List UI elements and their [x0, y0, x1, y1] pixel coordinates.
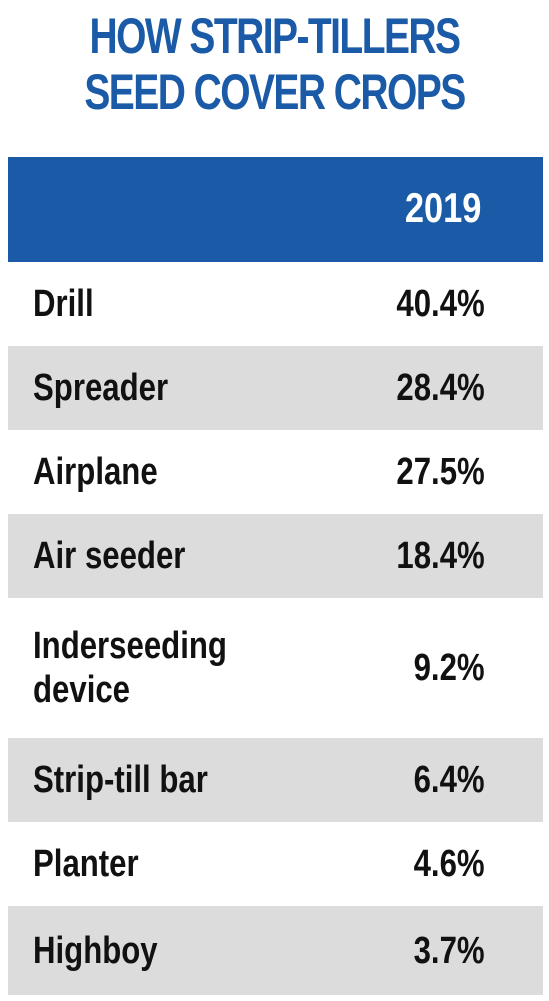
- row-label-line: Highboy: [33, 930, 158, 972]
- row-value: 6.4%: [413, 759, 485, 801]
- row-label: Planter: [33, 842, 139, 886]
- chart-title-line-2: SEED COVER CROPS: [84, 64, 466, 120]
- row-label: Highboy: [33, 929, 158, 973]
- row-label-line: Airplane: [33, 451, 158, 493]
- row-value: 18.4%: [396, 535, 485, 577]
- row-label: Spreader: [33, 366, 168, 410]
- row-label: Airplane: [33, 450, 158, 494]
- row-label: Strip-till bar: [33, 758, 208, 802]
- row-label-line: Air seeder: [33, 535, 186, 577]
- table-row: Drill 40.4%: [8, 262, 543, 346]
- table-row: Strip-till bar 6.4%: [8, 738, 543, 822]
- table-row: Planter 4.6%: [8, 822, 543, 906]
- row-label-line: device: [33, 669, 131, 711]
- data-table: 2019 Drill 40.4% Spreader 28.4% Airplane 27.5…: [8, 157, 543, 995]
- table-row: Air seeder 18.4%: [8, 514, 543, 598]
- table-row: Spreader 28.4%: [8, 346, 543, 430]
- chart-title-line-1: HOW STRIP-TILLERS: [89, 8, 462, 64]
- row-value: 27.5%: [396, 451, 485, 493]
- table-header-row: 2019: [8, 157, 543, 262]
- table-row: Inderseeding device 9.2%: [8, 598, 543, 738]
- row-value: 3.7%: [413, 930, 485, 972]
- chart-title: HOW STRIP-TILLERS SEED COVER CROPS: [60, 8, 488, 120]
- row-label-line: Strip-till bar: [33, 759, 208, 801]
- row-value: 28.4%: [396, 367, 485, 409]
- table-row: Highboy 3.7%: [8, 906, 543, 995]
- row-label: Air seeder: [33, 534, 185, 578]
- row-label-line: Planter: [33, 843, 139, 885]
- row-value: 4.6%: [413, 843, 485, 885]
- row-label-line: Spreader: [33, 367, 169, 409]
- row-label-line: Drill: [33, 283, 94, 325]
- row-label-line: Inderseeding: [33, 625, 227, 667]
- row-value: 40.4%: [396, 283, 485, 325]
- row-label: Drill: [33, 282, 94, 326]
- row-label: Inderseeding device: [33, 624, 227, 712]
- table-row: Airplane 27.5%: [8, 430, 543, 514]
- column-header-year: 2019: [404, 184, 481, 231]
- row-value: 9.2%: [413, 647, 485, 689]
